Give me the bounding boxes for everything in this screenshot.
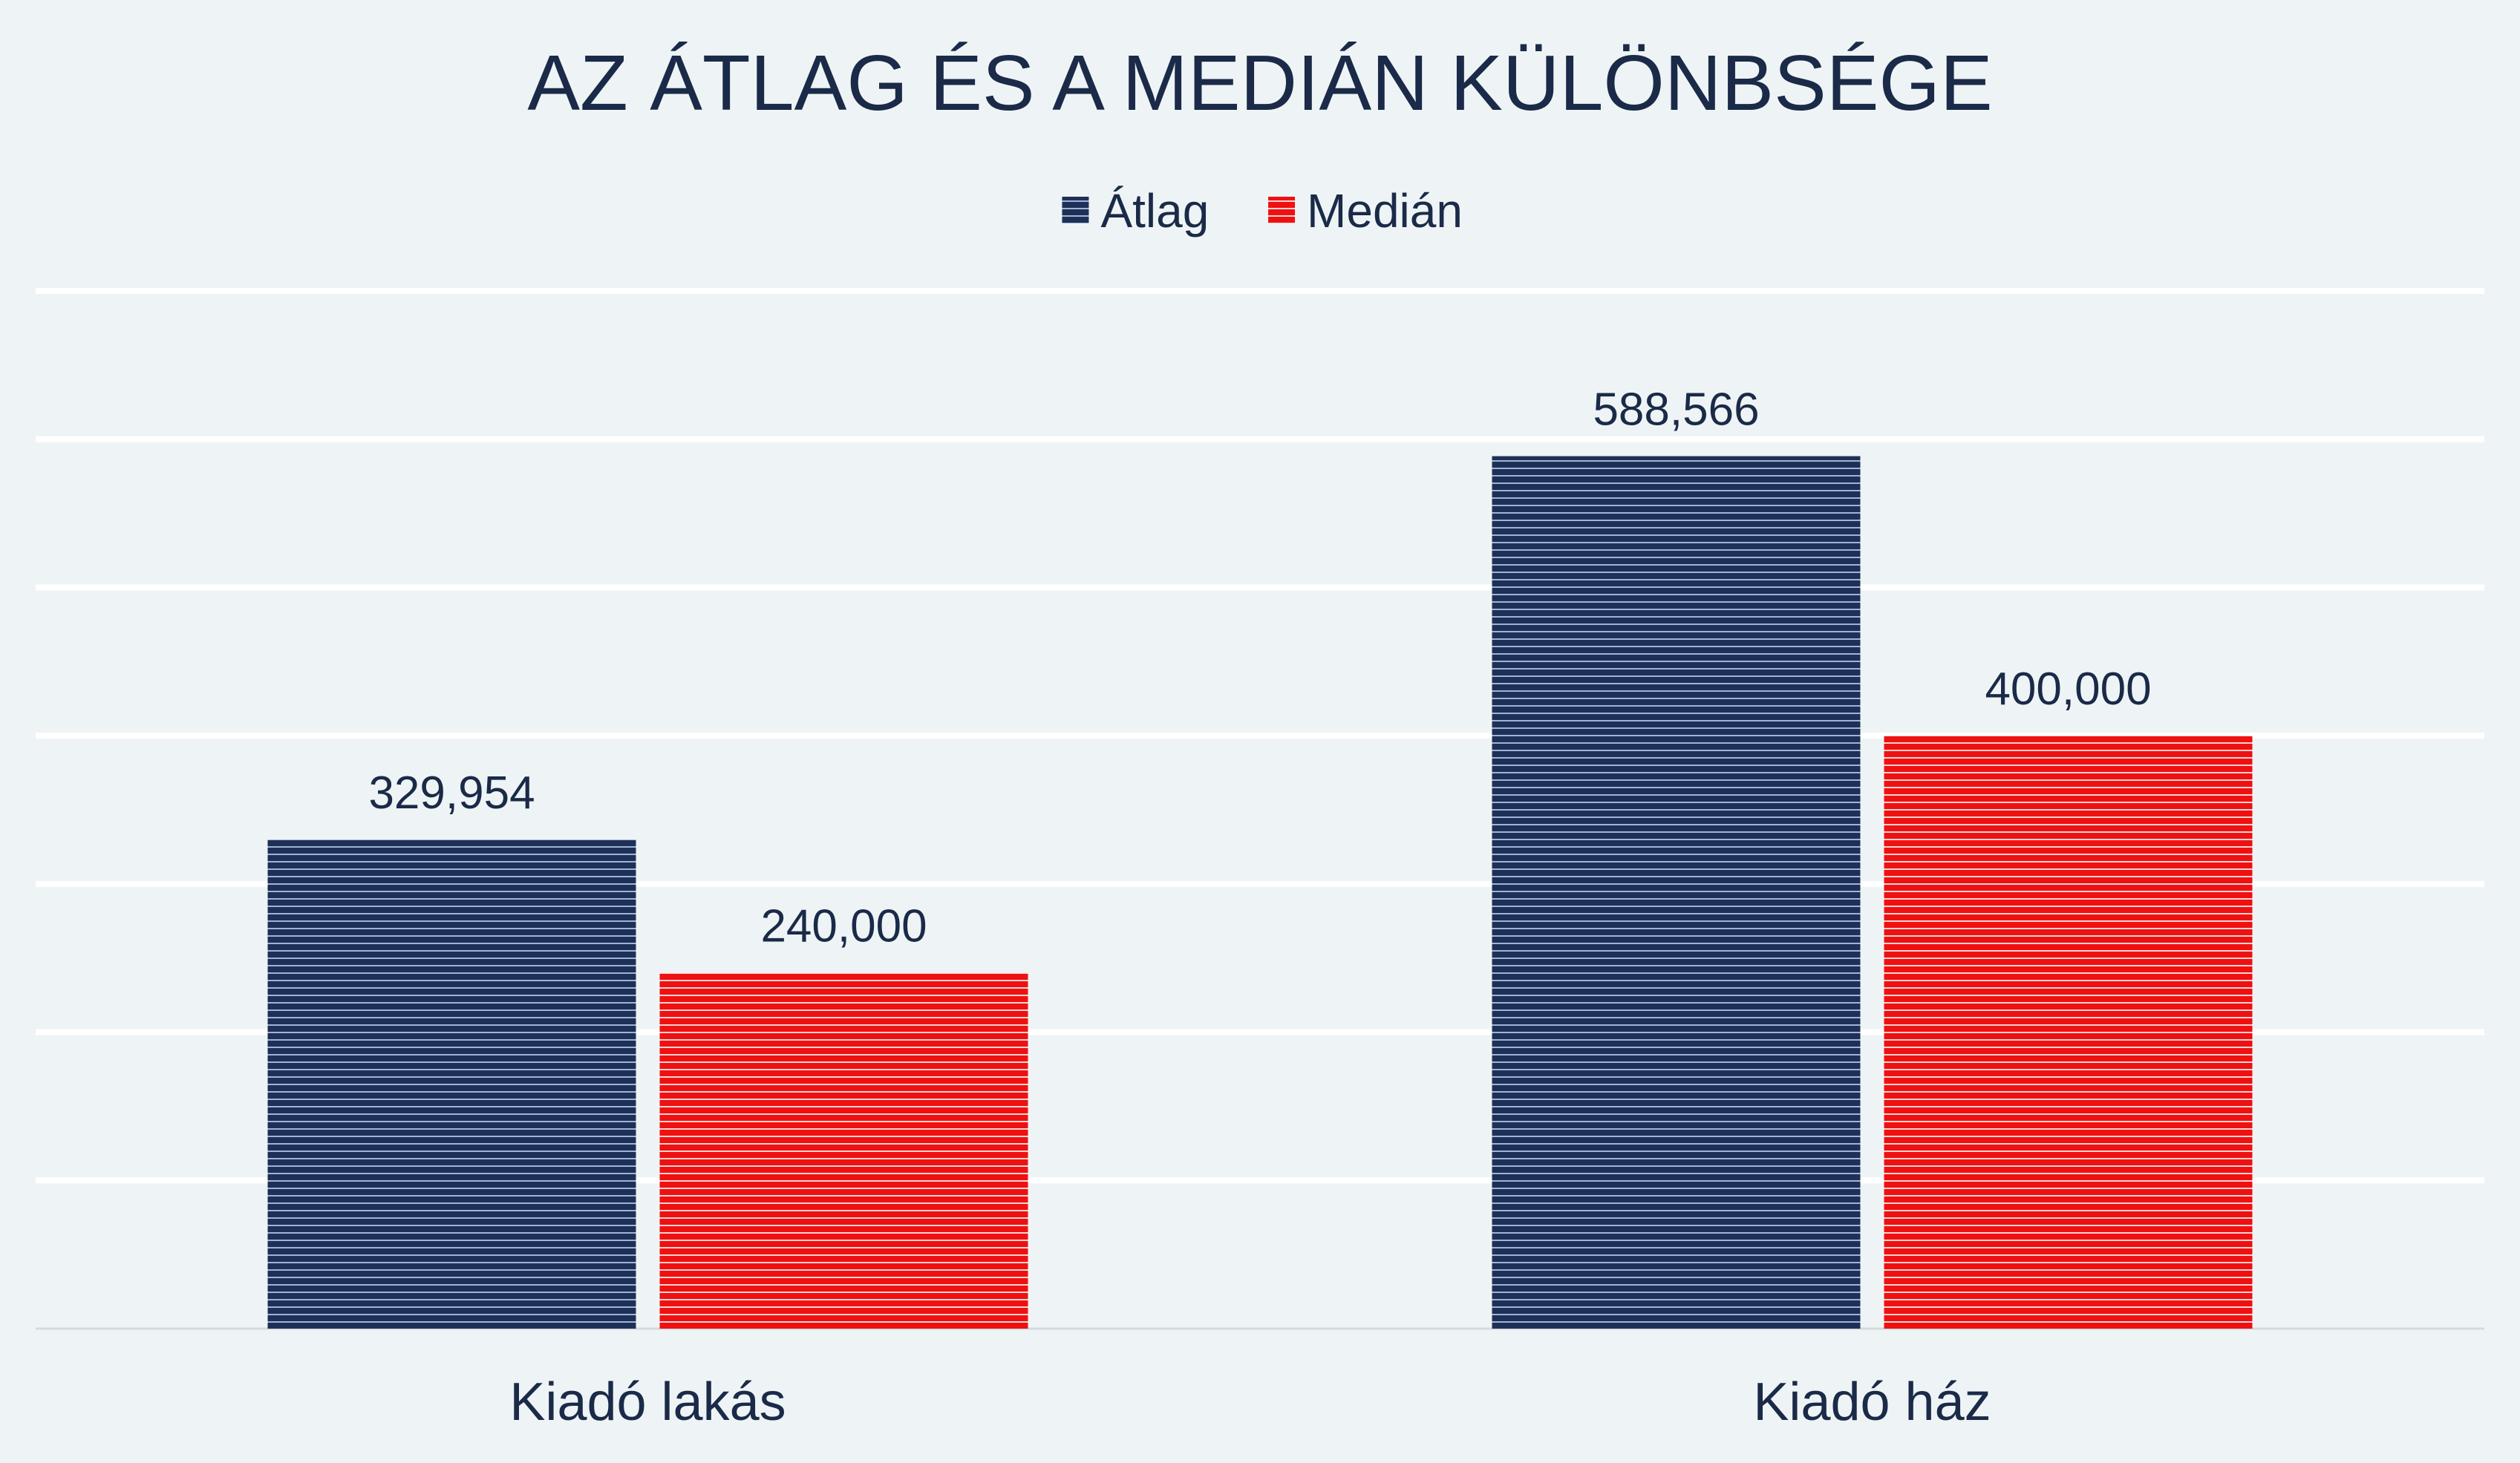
legend: Átlag Medián — [1062, 184, 1463, 238]
data-label: 329,954 — [368, 767, 535, 819]
data-labels: 329,954 240,000 588,566 400,000 — [368, 384, 2151, 952]
data-label: 400,000 — [1985, 664, 2151, 715]
chart-title: AZ ÁTLAG ÉS A MEDIÁN KÜLÖNBSÉGE — [527, 39, 1992, 127]
legend-swatch — [1268, 197, 1296, 223]
x-tick-label: Kiadó lakás — [509, 1372, 786, 1432]
legend-swatch — [1062, 197, 1089, 223]
data-label: 588,566 — [1593, 384, 1759, 436]
legend-label: Átlag — [1100, 184, 1209, 238]
bar--tlag-1 — [267, 839, 636, 1329]
x-tick-labels: Kiadó lakás Kiadó ház — [509, 1372, 1991, 1432]
data-label: 240,000 — [760, 901, 927, 952]
bar--tlag-2 — [1492, 456, 1861, 1329]
bars — [267, 456, 2253, 1329]
bar-medi-n-1 — [659, 972, 1028, 1329]
legend-item--tlag: Átlag — [1062, 184, 1209, 238]
legend-label: Medián — [1307, 184, 1463, 238]
legend-item-medi-n: Medián — [1268, 184, 1463, 238]
x-tick-label: Kiadó ház — [1753, 1372, 1991, 1432]
bar-medi-n-2 — [1884, 736, 2253, 1329]
